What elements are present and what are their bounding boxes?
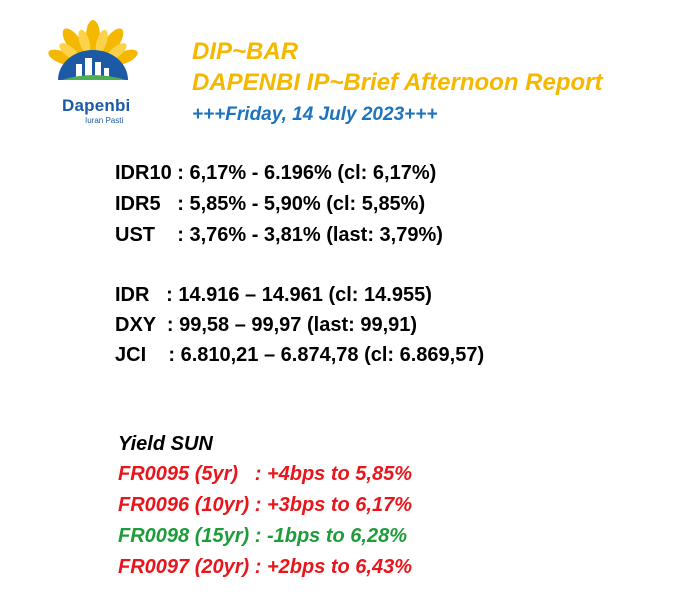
market-line-idr: IDR : 14.916 – 14.961 (cl: 14.955) (115, 284, 432, 306)
sun-section-title: Yield SUN (118, 433, 213, 455)
report-title: DIP~BAR (192, 38, 299, 65)
yield-line-idr10: IDR10 : 6,17% - 6.196% (cl: 6,17%) (115, 162, 437, 184)
sun-row-fr0098: FR0098 (15yr) : -1bps to 6,28% (118, 525, 407, 547)
yield-line-ust: UST : 3,76% - 3,81% (last: 3,79%) (115, 224, 443, 246)
sun-icon (48, 20, 138, 80)
yield-line-idr5: IDR5 : 5,85% - 5,90% (cl: 5,85%) (115, 193, 426, 215)
logo-wordmark: Dapenbi (62, 96, 131, 115)
report-subtitle: DAPENBI IP~Brief Afternoon Report (192, 69, 603, 96)
market-line-dxy: DXY : 99,58 – 99,97 (last: 99,91) (115, 314, 418, 336)
report-date: +++Friday, 14 July 2023+++ (192, 104, 438, 125)
dapenbi-logo: Dapenbi Iuran Pasti (38, 18, 148, 128)
logo-tagline: Iuran Pasti (85, 116, 124, 125)
sun-row-fr0096: FR0096 (10yr) : +3bps to 6,17% (118, 494, 413, 516)
sun-row-fr0097: FR0097 (20yr) : +2bps to 6,43% (118, 556, 413, 578)
sun-row-fr0095: FR0095 (5yr) : +4bps to 5,85% (118, 463, 413, 485)
market-line-jci: JCI : 6.810,21 – 6.874,78 (cl: 6.869,57) (115, 344, 485, 366)
